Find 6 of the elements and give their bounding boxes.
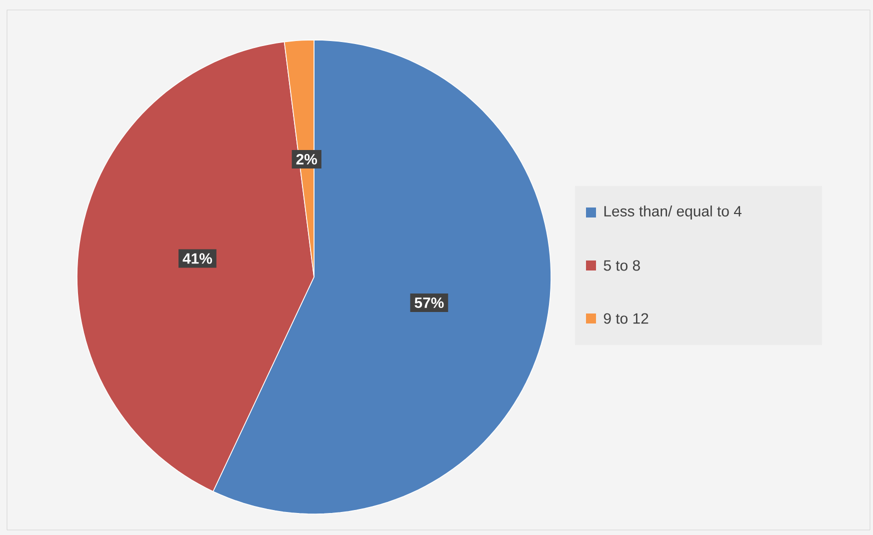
legend-label: Less than/ equal to 4 — [604, 206, 742, 220]
data-label: 2% — [296, 154, 318, 164]
legend-label: 9 to 12 — [604, 313, 648, 324]
data-label: 41% — [182, 253, 212, 264]
legend-label: 5 to 8 — [604, 260, 640, 271]
data-label: 57% — [414, 297, 444, 308]
